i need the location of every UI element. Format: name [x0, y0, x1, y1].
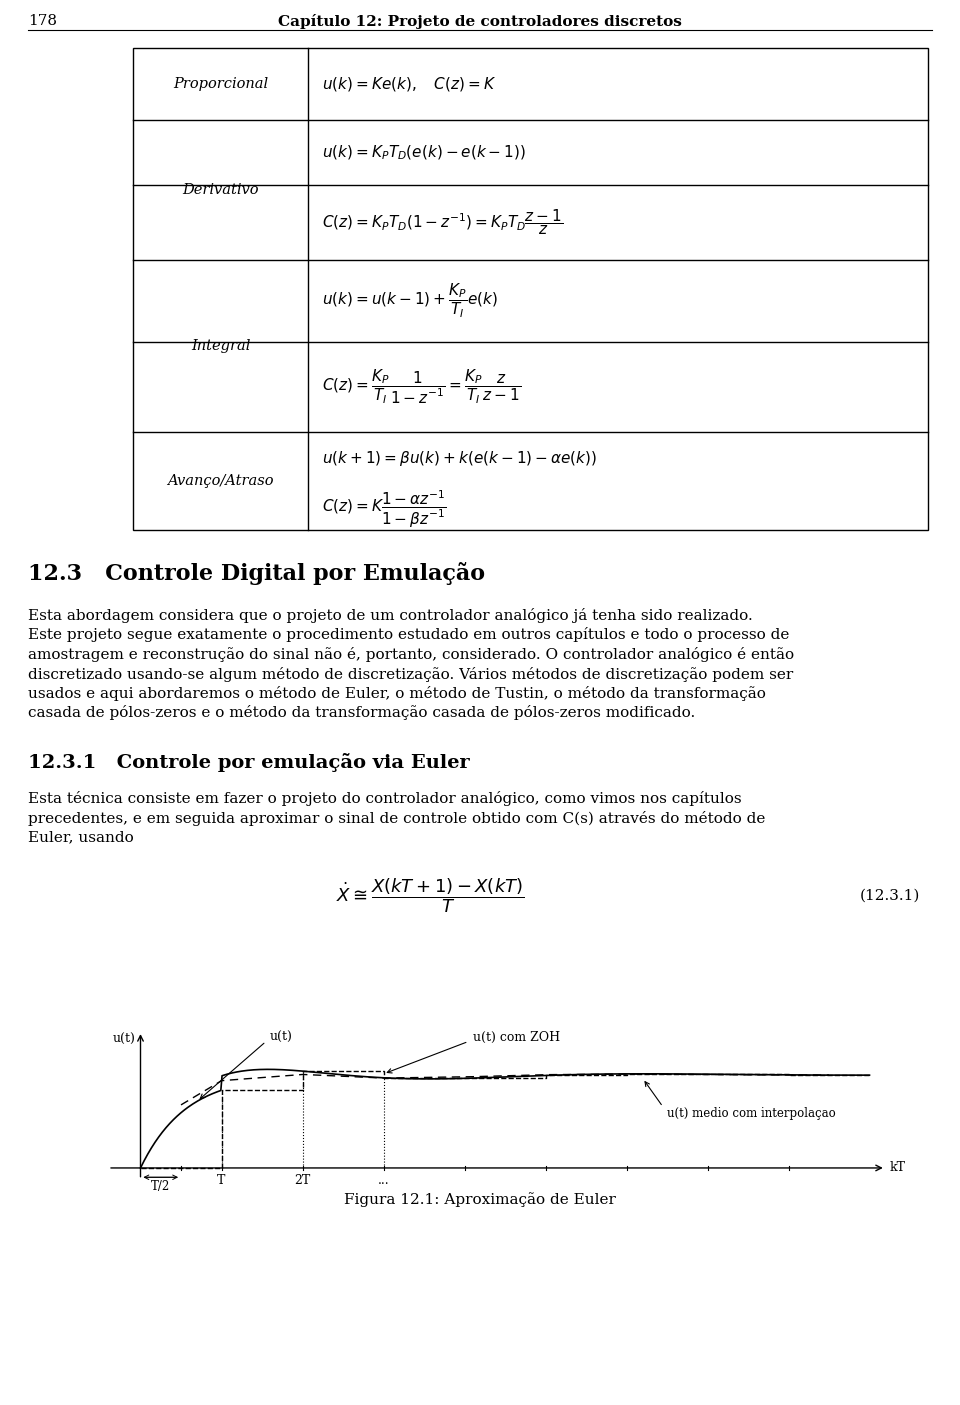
Bar	[133, 48, 928, 530]
Text: kT: kT	[890, 1162, 905, 1175]
Text: u(t): u(t)	[270, 1030, 293, 1044]
Text: Proporcional: Proporcional	[173, 77, 268, 91]
Text: T/2: T/2	[151, 1180, 170, 1193]
Text: Integral: Integral	[191, 339, 251, 353]
Text: $u(k) = u(k-1) + \dfrac{K_P}{T_I}e(k)$: $u(k) = u(k-1) + \dfrac{K_P}{T_I}e(k)$	[322, 282, 498, 320]
Text: Figura 12.1: Aproximação de Euler: Figura 12.1: Aproximação de Euler	[344, 1193, 616, 1207]
Text: usados e aqui abordaremos o método de Euler, o método de Tustin, o método da tra: usados e aqui abordaremos o método de Eu…	[28, 686, 766, 701]
Text: 12.3.1   Controle por emulação via Euler: 12.3.1 Controle por emulação via Euler	[28, 753, 469, 771]
Text: u(t) com ZOH: u(t) com ZOH	[472, 1030, 560, 1044]
Text: T: T	[217, 1175, 226, 1187]
Text: $C(z) = K\dfrac{1-\alpha z^{-1}}{1-\beta z^{-1}}$: $C(z) = K\dfrac{1-\alpha z^{-1}}{1-\beta…	[322, 489, 446, 530]
Text: Esta técnica consiste em fazer o projeto do controlador analógico, como vimos no: Esta técnica consiste em fazer o projeto…	[28, 791, 742, 806]
Text: Este projeto segue exatamente o procedimento estudado em outros capítulos e todo: Este projeto segue exatamente o procedim…	[28, 628, 789, 642]
Text: u(t): u(t)	[112, 1033, 135, 1045]
Text: Capítulo 12: Projeto de controladores discretos: Capítulo 12: Projeto de controladores di…	[278, 14, 682, 30]
Text: $u(k) = K_P T_D(e(k) - e(k-1))$: $u(k) = K_P T_D(e(k) - e(k-1))$	[322, 143, 526, 162]
Text: u(t) medio com interpolaçao: u(t) medio com interpolaçao	[667, 1107, 836, 1120]
Text: (12.3.1): (12.3.1)	[859, 888, 920, 902]
Text: casada de pólos-zeros e o método da transformação casada de pólos-zeros modifica: casada de pólos-zeros e o método da tran…	[28, 705, 695, 721]
Text: 12.3   Controle Digital por Emulação: 12.3 Controle Digital por Emulação	[28, 562, 485, 584]
Text: Derivativo: Derivativo	[182, 183, 259, 197]
Text: $u(k+1) = \beta u(k) + k(e(k-1) - \alpha e(k))$: $u(k+1) = \beta u(k) + k(e(k-1) - \alpha…	[322, 450, 597, 468]
Text: 2T: 2T	[295, 1175, 311, 1187]
Text: amostragem e reconstrução do sinal não é, portanto, considerado. O controlador a: amostragem e reconstrução do sinal não é…	[28, 646, 794, 662]
Text: $u(k) = Ke(k), \quad C(z) = K$: $u(k) = Ke(k), \quad C(z) = K$	[322, 74, 496, 93]
Text: $C(z) = K_P T_D(1-z^{-1}) = K_P T_D\dfrac{z-1}{z}$: $C(z) = K_P T_D(1-z^{-1}) = K_P T_D\dfra…	[322, 208, 564, 237]
Text: discretizado usando-se algum método de discretização. Vários métodos de discreti: discretizado usando-se algum método de d…	[28, 666, 793, 681]
Text: Euler, usando: Euler, usando	[28, 830, 133, 844]
Text: Esta abordagem considera que o projeto de um controlador analógico já tenha sido: Esta abordagem considera que o projeto d…	[28, 608, 753, 622]
Text: precedentes, e em seguida aproximar o sinal de controle obtido com C(s) através : precedentes, e em seguida aproximar o si…	[28, 811, 765, 826]
Text: $C(z) = \dfrac{K_P}{T_I}\dfrac{1}{1-z^{-1}} = \dfrac{K_P}{T_I}\dfrac{z}{z-1}$: $C(z) = \dfrac{K_P}{T_I}\dfrac{1}{1-z^{-…	[322, 368, 521, 406]
Text: ...: ...	[377, 1175, 390, 1187]
Text: 178: 178	[28, 14, 57, 28]
Text: Avanço/Atraso: Avanço/Atraso	[167, 473, 274, 488]
Text: $\dot{X} \cong \dfrac{X(kT+1) - X(kT)}{T}$: $\dot{X} \cong \dfrac{X(kT+1) - X(kT)}{T…	[336, 877, 524, 915]
